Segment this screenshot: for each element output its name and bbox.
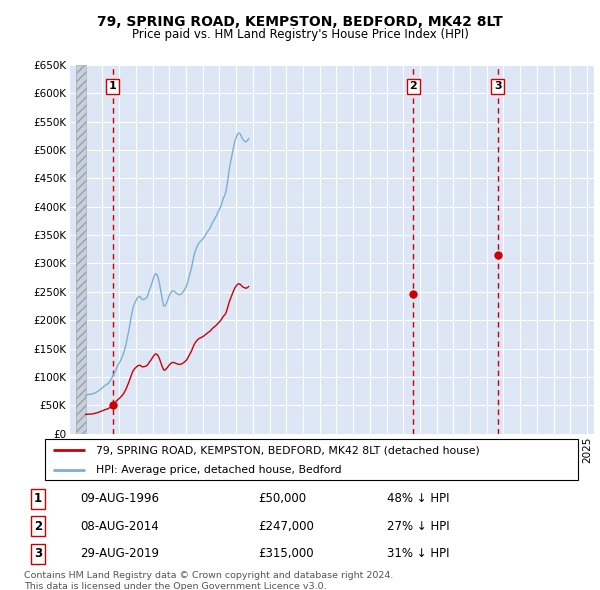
Text: Contains HM Land Registry data © Crown copyright and database right 2024.
This d: Contains HM Land Registry data © Crown c… — [24, 571, 394, 590]
Text: 79, SPRING ROAD, KEMPSTON, BEDFORD, MK42 8LT: 79, SPRING ROAD, KEMPSTON, BEDFORD, MK42… — [97, 15, 503, 29]
Text: £315,000: £315,000 — [259, 548, 314, 560]
Text: 27% ↓ HPI: 27% ↓ HPI — [387, 520, 449, 533]
FancyBboxPatch shape — [45, 439, 578, 480]
Text: 1: 1 — [109, 81, 116, 91]
Text: 2: 2 — [34, 520, 42, 533]
Text: 08-AUG-2014: 08-AUG-2014 — [80, 520, 158, 533]
Bar — [76, 65, 86, 434]
Text: 3: 3 — [34, 548, 42, 560]
Text: 31% ↓ HPI: 31% ↓ HPI — [387, 548, 449, 560]
Text: £247,000: £247,000 — [259, 520, 314, 533]
Text: £50,000: £50,000 — [259, 492, 307, 505]
Text: 1: 1 — [34, 492, 42, 505]
Text: HPI: Average price, detached house, Bedford: HPI: Average price, detached house, Bedf… — [96, 466, 341, 475]
Text: 2: 2 — [409, 81, 417, 91]
Text: 3: 3 — [494, 81, 502, 91]
Text: Price paid vs. HM Land Registry's House Price Index (HPI): Price paid vs. HM Land Registry's House … — [131, 28, 469, 41]
Text: 09-AUG-1996: 09-AUG-1996 — [80, 492, 159, 505]
Text: 48% ↓ HPI: 48% ↓ HPI — [387, 492, 449, 505]
Text: 79, SPRING ROAD, KEMPSTON, BEDFORD, MK42 8LT (detached house): 79, SPRING ROAD, KEMPSTON, BEDFORD, MK42… — [96, 445, 480, 455]
Text: 29-AUG-2019: 29-AUG-2019 — [80, 548, 159, 560]
